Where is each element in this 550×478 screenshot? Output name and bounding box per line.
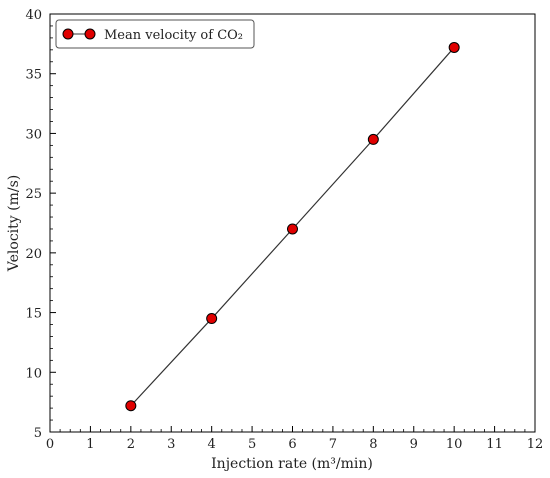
y-tick-label: 25 [25,187,42,202]
x-axis-label: Injection rate (m³/min) [211,456,373,472]
y-axis-label: Velocity (m/s) [6,175,22,272]
x-tick-label: 3 [167,437,175,452]
series-layer [125,41,460,412]
data-point [206,313,218,325]
legend: Mean velocity of CO₂ [55,19,255,49]
data-point [287,223,298,235]
x-tick-label: 5 [248,437,256,452]
y-tick-label: 30 [25,127,42,142]
x-tick-label: 4 [208,437,216,452]
legend-label: Mean velocity of CO₂ [104,28,243,43]
x-tick-label: 7 [329,437,337,452]
legend-marker-right [84,28,96,40]
y-tick-label: 40 [25,8,42,23]
legend-box [55,19,255,49]
x-tick-label: 2 [127,437,135,452]
x-tick-label: 0 [46,437,54,452]
y-tick-label: 10 [25,366,42,381]
y-tick-label: 15 [25,307,42,322]
plot-frame [49,13,536,433]
x-tick-label: 9 [410,437,418,452]
y-tick-label: 5 [34,426,42,441]
data-point [367,133,379,145]
x-tick-label: 12 [527,437,544,452]
x-tick-label: 1 [86,437,94,452]
y-tick-label: 35 [25,68,42,83]
data-point [448,41,460,53]
x-tick-label: 8 [369,437,377,452]
legend-marker-left [62,28,74,40]
y-tick-label: 20 [25,247,42,262]
x-tick-label: 6 [288,437,296,452]
x-tick-label: 11 [486,437,503,452]
x-tick-label: 10 [446,437,463,452]
data-point [125,400,137,412]
